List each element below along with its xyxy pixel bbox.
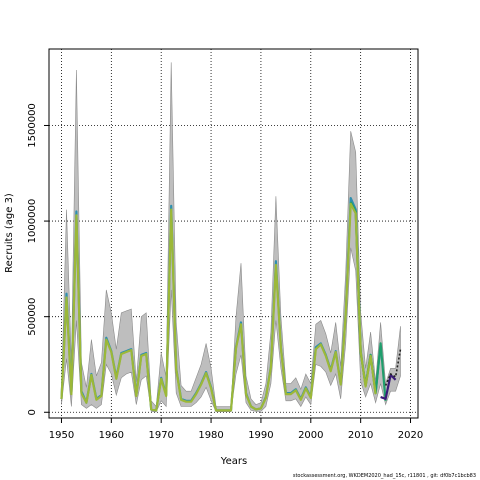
x-axis: 1950 1960 1970 1980 1990 2000 2010 2020 (49, 418, 423, 441)
series-lines (60, 197, 402, 412)
y-axis: 0 500000 1000000 1500000 (27, 103, 49, 415)
uncertainty-band (61, 62, 401, 413)
y-tick-label: 1000000 (27, 199, 38, 244)
x-tick-label: 2020 (398, 430, 423, 441)
footer-note: stockassessment.org, WKDEM2020_had_15c, … (292, 473, 476, 479)
y-tick-label: 0 (27, 409, 38, 415)
x-tick-label: 2010 (348, 430, 373, 441)
x-axis-label: Years (220, 456, 247, 467)
y-axis-label: Recruits (age 3) (4, 193, 15, 273)
series-line-3 (380, 373, 397, 400)
x-tick-label: 1980 (198, 430, 223, 441)
series-line-4 (384, 349, 402, 386)
x-tick-label: 1970 (148, 430, 173, 441)
x-tick-label: 1960 (99, 430, 124, 441)
x-tick-label: 2000 (298, 430, 323, 441)
x-tick-label: 1990 (248, 430, 273, 441)
series-line-5 (60, 202, 377, 412)
y-tick-label: 500000 (27, 298, 38, 336)
uncertainty-band-area (61, 62, 401, 413)
y-tick-label: 1500000 (27, 103, 38, 148)
x-tick-label: 1950 (49, 430, 74, 441)
plot-frame (48, 48, 419, 419)
